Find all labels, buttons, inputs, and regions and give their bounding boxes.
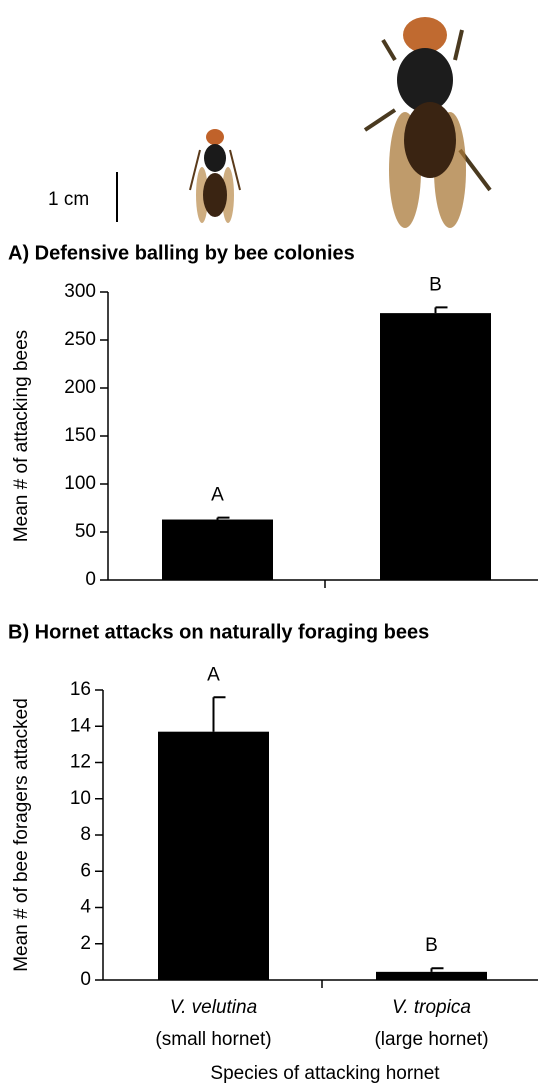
large-hornet xyxy=(365,17,490,228)
small-hornet xyxy=(190,129,240,223)
y-tick-label: 12 xyxy=(70,752,91,773)
y-tick-label: 10 xyxy=(70,788,91,809)
chart-title: B) Hornet attacks on naturally foraging … xyxy=(8,621,429,643)
y-axis-label: Mean # of bee foragers attacked xyxy=(11,698,32,972)
significance-label: B xyxy=(429,274,442,295)
error-bar xyxy=(218,518,230,520)
chart-title: A) Defensive balling by bee colonies xyxy=(8,242,355,264)
x-tick-label: V. tropica xyxy=(392,997,471,1018)
y-tick-label: 2 xyxy=(80,933,91,954)
significance-label: A xyxy=(211,485,224,506)
x-tick-label: V. velutina xyxy=(170,997,257,1018)
y-tick-label: 50 xyxy=(75,521,96,542)
y-tick-label: 200 xyxy=(64,377,96,398)
x-tick-sublabel: (small hornet) xyxy=(155,1029,271,1050)
y-tick-label: 4 xyxy=(80,897,91,918)
y-tick-label: 300 xyxy=(64,281,96,302)
significance-label: A xyxy=(207,664,220,685)
y-tick-label: 100 xyxy=(64,473,96,494)
y-tick-label: 0 xyxy=(85,569,96,590)
y-tick-label: 16 xyxy=(70,679,91,700)
y-tick-label: 8 xyxy=(80,824,91,845)
bar xyxy=(162,520,273,580)
error-bar xyxy=(214,697,226,731)
x-axis-label: Species of attacking hornet xyxy=(210,1063,440,1084)
y-tick-label: 0 xyxy=(80,969,91,990)
y-tick-label: 150 xyxy=(64,425,96,446)
y-tick-label: 250 xyxy=(64,329,96,350)
x-tick-sublabel: (large hornet) xyxy=(374,1029,488,1050)
figure: 1 cm A) Defensive balling by bee colonie… xyxy=(0,0,538,1090)
significance-label: B xyxy=(425,935,438,956)
bar xyxy=(158,732,269,980)
scale-bar-label: 1 cm xyxy=(48,189,89,210)
y-tick-label: 14 xyxy=(70,715,92,736)
bar xyxy=(380,313,491,580)
error-bar xyxy=(436,307,448,313)
bar xyxy=(376,972,487,980)
y-axis-label: Mean # of attacking bees xyxy=(11,330,32,542)
y-tick-label: 6 xyxy=(80,860,91,881)
error-bar xyxy=(432,968,444,972)
